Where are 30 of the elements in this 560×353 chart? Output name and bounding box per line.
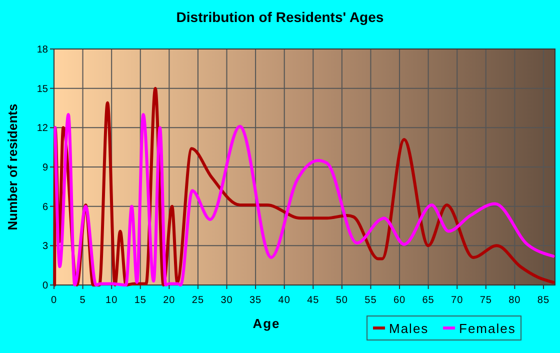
y-tick-label: 9 (42, 162, 48, 174)
y-tick-label: 12 (36, 123, 48, 134)
x-tick-label: 5 (80, 295, 86, 306)
x-tick-label: 25 (192, 295, 204, 306)
x-tick-label: 60 (393, 295, 406, 306)
x-tick-label: 65 (422, 295, 434, 306)
y-axis-title: Number of residents (5, 104, 20, 230)
x-tick-label: 0 (50, 295, 58, 306)
y-tick-label: 6 (42, 202, 48, 213)
x-tick-label: 30 (220, 295, 233, 306)
y-tick-label: 18 (36, 44, 48, 56)
x-tick-label: 70 (451, 295, 464, 306)
x-tick-label: 50 (336, 295, 348, 306)
x-tick-label: 35 (249, 295, 262, 306)
y-tick-label: 15 (36, 84, 48, 95)
x-axis-title: Age (252, 316, 280, 331)
x-tick-label: 85 (537, 295, 550, 306)
y-tick-label: 3 (42, 241, 48, 252)
x-tick-label: 55 (364, 295, 377, 306)
x-tick-label: 75 (480, 295, 492, 306)
x-tick-label: 45 (307, 295, 320, 306)
legend-label: Males (389, 321, 429, 336)
y-tick-label: 0 (42, 280, 48, 292)
x-tick-label: 10 (106, 295, 118, 306)
legend-label: Females (459, 321, 516, 336)
x-tick-label: 20 (163, 295, 176, 306)
chart-title: Distribution of Residents' Ages (176, 9, 384, 25)
x-tick-label: 40 (278, 295, 290, 306)
x-tick-label: 15 (134, 295, 146, 306)
x-tick-label: 80 (508, 295, 521, 306)
